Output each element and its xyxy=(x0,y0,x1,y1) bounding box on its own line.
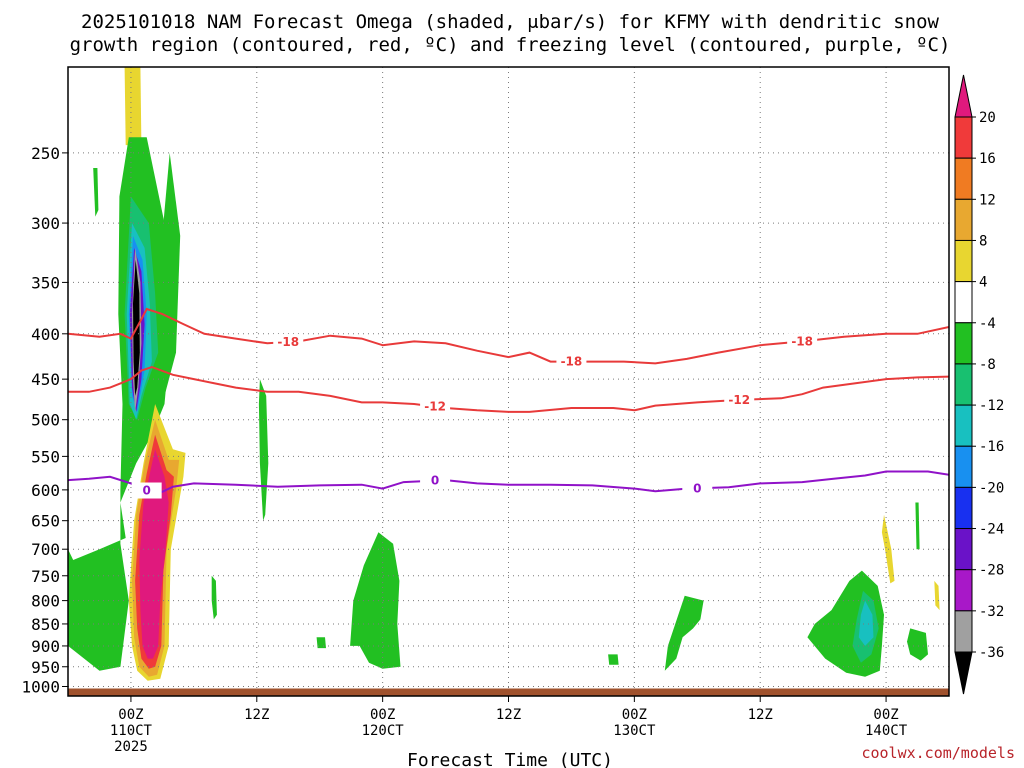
x-tick-label-60: 12Z xyxy=(748,707,773,723)
colorbar-cell-0 xyxy=(954,116,973,159)
y-tick-label-300: 300 xyxy=(31,214,60,233)
x-tick-date-24: 120CT xyxy=(362,723,405,739)
colorbar-label-6: -8 xyxy=(979,357,996,373)
colorbar-cell-7 xyxy=(954,404,973,447)
omega-region-17 xyxy=(350,532,401,669)
colorbar-cell-6 xyxy=(954,363,973,406)
chart-title-line2: growth region (contoured, red, ºC) and f… xyxy=(70,34,951,56)
freezing-level-contour xyxy=(68,470,949,494)
x-tick-label-12: 12Z xyxy=(244,707,269,723)
colorbar-label-11: -28 xyxy=(979,563,1004,579)
omega-region-22 xyxy=(858,600,874,646)
freezing-level-label-bg-2 xyxy=(682,480,713,497)
x-tick-label-24: 00Z xyxy=(370,707,395,723)
freezing-level-label-bg-1 xyxy=(420,472,451,489)
y-tick-label-400: 400 xyxy=(31,325,60,344)
colorbar-cell-9 xyxy=(954,486,973,530)
dgz-top-label-0: -18 xyxy=(277,335,299,349)
colorbar-label-12: -32 xyxy=(979,604,1004,620)
omega-region-13 xyxy=(139,449,169,659)
dgz-top-label-2: -18 xyxy=(791,334,813,348)
colorbar-label-5: -4 xyxy=(979,316,996,332)
omega-region-25 xyxy=(915,502,920,550)
chart-title-line1: 2025101018 NAM Forecast Omega (shaded, μ… xyxy=(81,11,939,33)
y-tick-label-600: 600 xyxy=(31,481,60,500)
x-tick-date-72: 140CT xyxy=(865,723,908,739)
y-tick-label-700: 700 xyxy=(31,540,60,559)
plot-frame xyxy=(67,66,950,697)
colorbar-label-9: -20 xyxy=(979,480,1004,496)
colorbar-label-4: 4 xyxy=(979,275,987,291)
omega-region-15 xyxy=(211,575,217,620)
colorbar-cell-5 xyxy=(954,322,973,365)
colorbar-label-13: -36 xyxy=(979,645,1004,661)
y-tick-label-650: 650 xyxy=(31,512,60,531)
colorbar-cell-12 xyxy=(954,610,973,653)
omega-region-3 xyxy=(93,168,99,217)
dgz-bottom-label-0: -12 xyxy=(424,400,446,414)
omega-region-26 xyxy=(907,628,928,661)
y-tick-label-1000: 1000 xyxy=(21,677,60,696)
omega-region-16 xyxy=(316,637,326,649)
y-tick-label-250: 250 xyxy=(31,144,60,163)
x-tick-label-72: 00Z xyxy=(873,707,898,723)
omega-region-24 xyxy=(934,580,940,611)
dgz-top-contour xyxy=(68,307,949,365)
y-tick-label-750: 750 xyxy=(31,567,60,586)
x-tick-label-48: 00Z xyxy=(622,707,647,723)
dgz-top-label-1: -18 xyxy=(561,355,583,369)
omega-region-2 xyxy=(156,152,181,396)
x-tick-date-0: 110CT xyxy=(110,723,153,739)
colorbar-cell-11 xyxy=(954,569,973,612)
y-tick-label-800: 800 xyxy=(31,592,60,611)
colorbar-label-1: 16 xyxy=(979,151,996,167)
colorbar-cell-10 xyxy=(954,528,973,571)
colorbar-label-8: -16 xyxy=(979,439,1004,455)
x-tick-date-48: 130CT xyxy=(613,723,656,739)
y-tick-label-350: 350 xyxy=(31,273,60,292)
plot-area: -18 -18 -18 -12 -12 0 0 0 250 300 350 400 450 500 550 6… xyxy=(21,66,1004,755)
colorbar-cell-2 xyxy=(954,198,973,241)
site-credit: coolwx.com/models xyxy=(861,744,1015,762)
y-tick-label-500: 500 xyxy=(31,411,60,430)
dgz-top-label-bg-1 xyxy=(556,353,587,370)
colorbar-label-2: 12 xyxy=(979,192,996,208)
dgz-top-label-bg-0 xyxy=(273,334,304,351)
x-tick-year-0: 2025 xyxy=(114,739,148,755)
y-tick-label-450: 450 xyxy=(31,370,60,389)
ground-surface xyxy=(68,688,949,696)
x-tick-label-0: 00Z xyxy=(118,707,143,723)
omega-region-19 xyxy=(608,654,619,665)
omega-region-18 xyxy=(664,595,704,671)
omega-region-14 xyxy=(258,379,269,521)
x-axis-label: Forecast Time (UTC) xyxy=(407,750,613,768)
colorbar-label-7: -12 xyxy=(979,398,1004,414)
y-tick-label-850: 850 xyxy=(31,615,60,634)
dgz-top-label-bg-2 xyxy=(787,333,818,350)
y-tick-label-900: 900 xyxy=(31,637,60,656)
colorbar-cell-8 xyxy=(954,445,973,488)
colorbar-label-3: 8 xyxy=(979,233,987,249)
colorbar-label-0: 20 xyxy=(979,110,996,126)
colorbar-bottom-arrow xyxy=(954,651,973,695)
y-tick-label-950: 950 xyxy=(31,658,60,677)
freezing-level-label-1: 0 xyxy=(431,474,439,488)
freezing-level-label-0: 0 xyxy=(142,484,150,498)
dgz-bottom-label-bg-0 xyxy=(420,398,451,415)
dgz-bottom-label-bg-1 xyxy=(724,391,755,408)
colorbar-label-10: -24 xyxy=(979,522,1004,538)
dgz-bottom-contour xyxy=(68,365,949,413)
colorbar-cell-1 xyxy=(954,157,973,200)
colorbar-cell-3 xyxy=(954,239,973,283)
omega-region-0 xyxy=(124,67,142,146)
freezing-level-label-2: 0 xyxy=(693,481,701,495)
dgz-bottom-label-1: -12 xyxy=(728,393,750,407)
y-tick-label-550: 550 xyxy=(31,447,60,466)
plot-content: -18 -18 -18 -12 -12 0 0 0 xyxy=(68,67,949,696)
colorbar-top-arrow xyxy=(954,74,973,118)
colorbar-cell-4 xyxy=(954,281,973,324)
freezing-level-label-bg-0 xyxy=(131,482,162,499)
x-tick-label-36: 12Z xyxy=(496,707,521,723)
